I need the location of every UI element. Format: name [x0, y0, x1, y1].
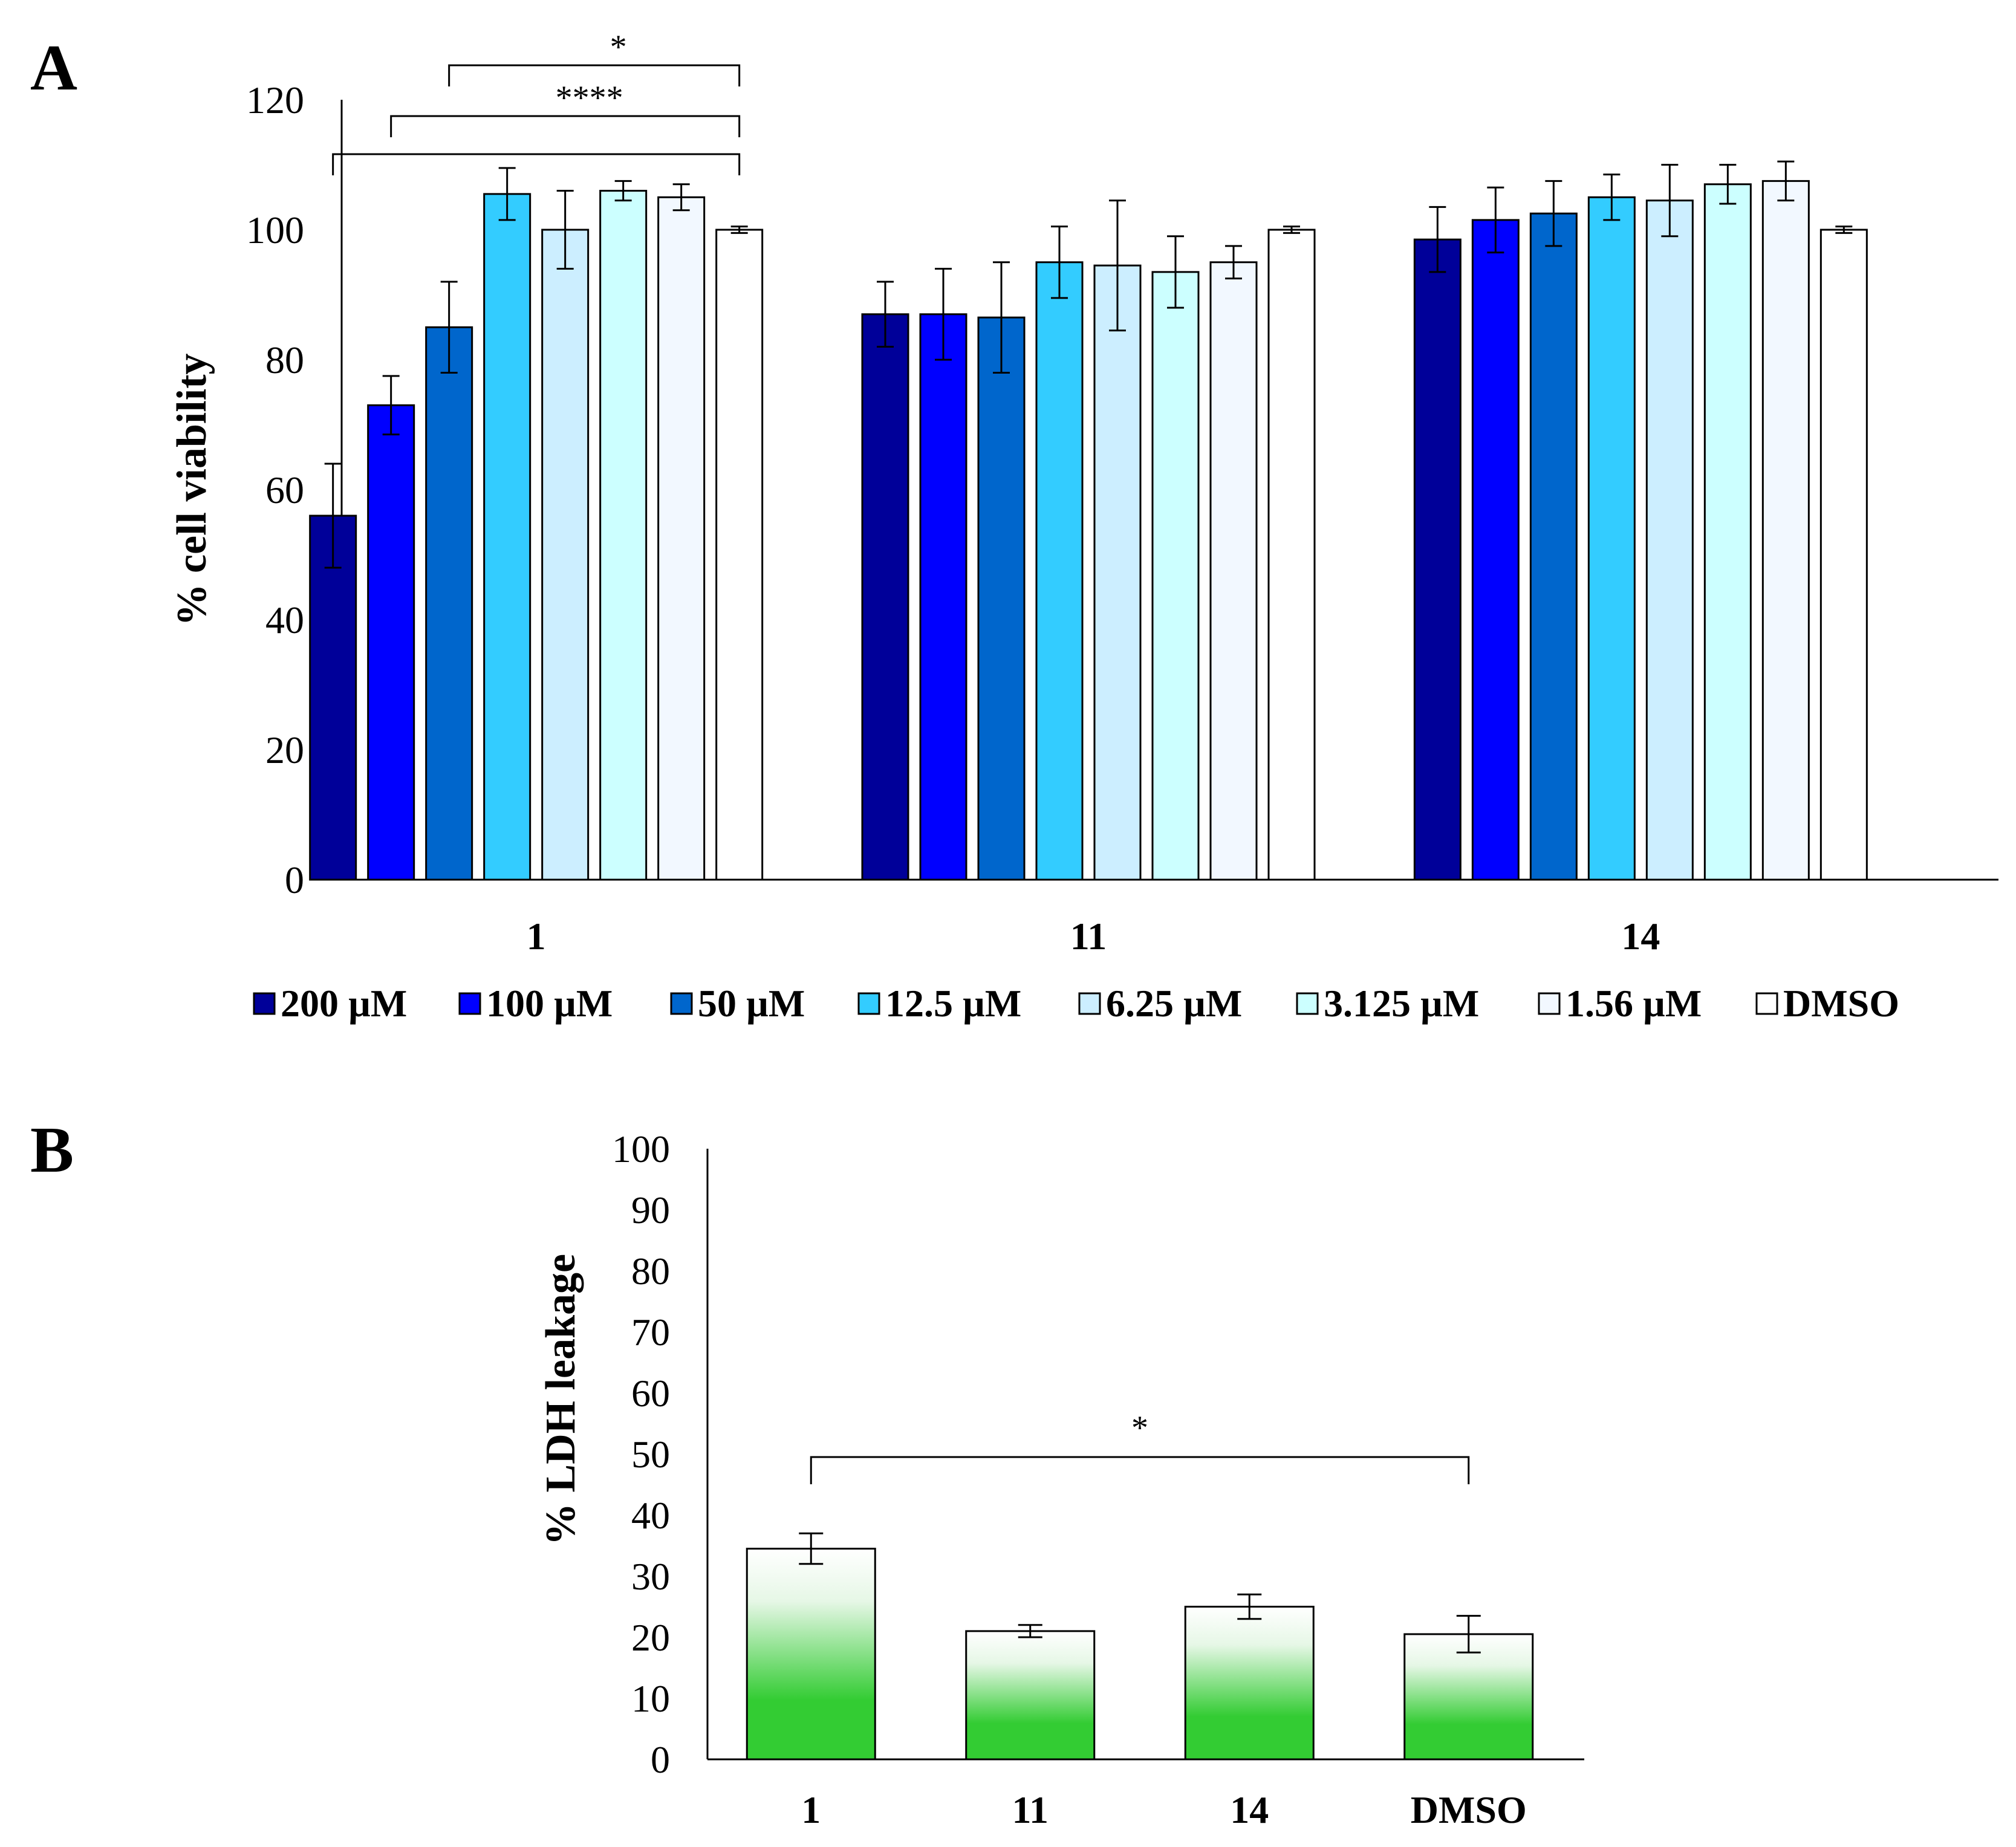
- legend-label-100-m: 100 µM: [486, 982, 613, 1025]
- legend-item-6-25-m: 6.25 µM: [1078, 982, 1242, 1025]
- y-tick-label: 30: [631, 1555, 670, 1598]
- legend-label-1-56-m: 1.56 µM: [1566, 982, 1702, 1025]
- panel-label-a: A: [30, 32, 77, 104]
- panel-label-b: B: [30, 1114, 74, 1186]
- legend-label-200-m: 200 µM: [281, 982, 407, 1025]
- legend-swatch-12-5-m: [857, 992, 880, 1015]
- y-tick-label: 0: [285, 859, 304, 901]
- legend-item-12-5-m: 12.5 µM: [857, 982, 1021, 1025]
- significance-bracket: [810, 1456, 1470, 1484]
- legend-item-100-m: 100 µM: [458, 982, 613, 1025]
- legend-item-200-m: 200 µM: [253, 982, 407, 1025]
- bar-dmso-cat-1: [715, 229, 764, 881]
- bar-1-56-m-cat-11: [1209, 261, 1258, 881]
- legend-item-dmso: DMSO: [1755, 982, 1899, 1025]
- bar-14: [1184, 1606, 1315, 1761]
- legend-a: 200 µM 100 µM 50 µM 12.5 µM 6.25 µM 3.125 µM 1…: [253, 982, 1899, 1025]
- legend-label-dmso: DMSO: [1783, 982, 1899, 1025]
- legend-item-50-m: 50 µM: [670, 982, 805, 1025]
- legend-item-3-125-m: 3.125 µM: [1296, 982, 1479, 1025]
- bar-50-m-cat-1: [425, 326, 473, 881]
- legend-item-1-56-m: 1.56 µM: [1538, 982, 1702, 1025]
- legend-label-12-5-m: 12.5 µM: [885, 982, 1021, 1025]
- significance-label: *: [1131, 1409, 1148, 1447]
- y-tick-label: 70: [631, 1311, 670, 1354]
- bar-3-125-m-cat-14: [1703, 183, 1752, 881]
- bar-6-25-m-cat-11: [1093, 264, 1142, 881]
- legend-label-50-m: 50 µM: [698, 982, 805, 1025]
- bar-100-m-cat-1: [367, 404, 415, 881]
- x-category-label: 14: [1230, 1788, 1269, 1831]
- bar-6-25-m-cat-14: [1645, 200, 1694, 881]
- bar-50-m-cat-14: [1529, 212, 1578, 881]
- y-axis-title: % cell viability: [169, 353, 215, 626]
- x-category-label: 11: [1070, 915, 1107, 958]
- legend-label-6-25-m: 6.25 µM: [1106, 982, 1242, 1025]
- y-tick-label: 50: [631, 1433, 670, 1476]
- y-tick-label: 90: [631, 1189, 670, 1232]
- significance-bracket: [332, 153, 741, 175]
- legend-swatch-6-25-m: [1078, 992, 1101, 1015]
- legend-swatch-100-m: [458, 992, 481, 1015]
- significance-label: *: [610, 28, 627, 66]
- bar-6-25-m-cat-1: [541, 229, 590, 881]
- legend-swatch-50-m: [670, 992, 693, 1015]
- bar-11: [965, 1630, 1096, 1761]
- legend-swatch-1-56-m: [1538, 992, 1561, 1015]
- y-tick-label: 80: [265, 339, 304, 381]
- x-category-label: 14: [1621, 915, 1660, 958]
- significance-bracket: [448, 64, 741, 86]
- significance-bracket: [390, 115, 741, 137]
- significance-label: ****: [556, 79, 623, 117]
- y-tick-label: 20: [631, 1616, 670, 1659]
- bar-dmso: [1403, 1633, 1534, 1761]
- bar-12-5-m-cat-1: [483, 193, 532, 881]
- bar-100-m-cat-14: [1471, 219, 1520, 881]
- y-tick-label: 60: [265, 469, 304, 511]
- bar-3-125-m-cat-11: [1151, 271, 1200, 881]
- bar-dmso-cat-14: [1819, 229, 1868, 881]
- y-tick-label: 20: [265, 729, 304, 771]
- bar-200-m-cat-14: [1413, 238, 1462, 881]
- bar-1: [746, 1548, 876, 1761]
- legend-swatch-3-125-m: [1296, 992, 1319, 1015]
- y-tick-label: 100: [612, 1128, 670, 1170]
- y-tick-label: 40: [631, 1494, 670, 1537]
- y-tick-label: 100: [246, 209, 304, 252]
- y-tick-label: 120: [246, 79, 304, 122]
- bar-3-125-m-cat-1: [599, 190, 648, 881]
- y-axis-title: % LDH leakage: [538, 1254, 584, 1545]
- x-category-label: 11: [1012, 1788, 1049, 1831]
- bar-12-5-m-cat-14: [1587, 196, 1636, 881]
- y-tick-label: 60: [631, 1372, 670, 1415]
- y-tick-label: 10: [631, 1677, 670, 1720]
- bar-50-m-cat-11: [977, 316, 1026, 881]
- bar-200-m-cat-11: [861, 313, 909, 881]
- bar-100-m-cat-11: [919, 313, 967, 881]
- x-category-label: 1: [801, 1788, 821, 1831]
- bar-1-56-m-cat-1: [657, 196, 706, 881]
- y-tick-label: 40: [265, 599, 304, 641]
- bar-1-56-m-cat-14: [1761, 180, 1810, 881]
- y-tick-label: 0: [651, 1738, 670, 1781]
- legend-swatch-dmso: [1755, 992, 1778, 1015]
- x-category-label: 1: [527, 915, 546, 958]
- legend-label-3-125-m: 3.125 µM: [1324, 982, 1479, 1025]
- bar-200-m-cat-1: [309, 514, 357, 881]
- legend-swatch-200-m: [253, 992, 276, 1015]
- x-category-label: DMSO: [1411, 1788, 1527, 1831]
- bar-dmso-cat-11: [1267, 229, 1316, 881]
- bar-12-5-m-cat-11: [1035, 261, 1084, 881]
- y-tick-label: 80: [631, 1250, 670, 1293]
